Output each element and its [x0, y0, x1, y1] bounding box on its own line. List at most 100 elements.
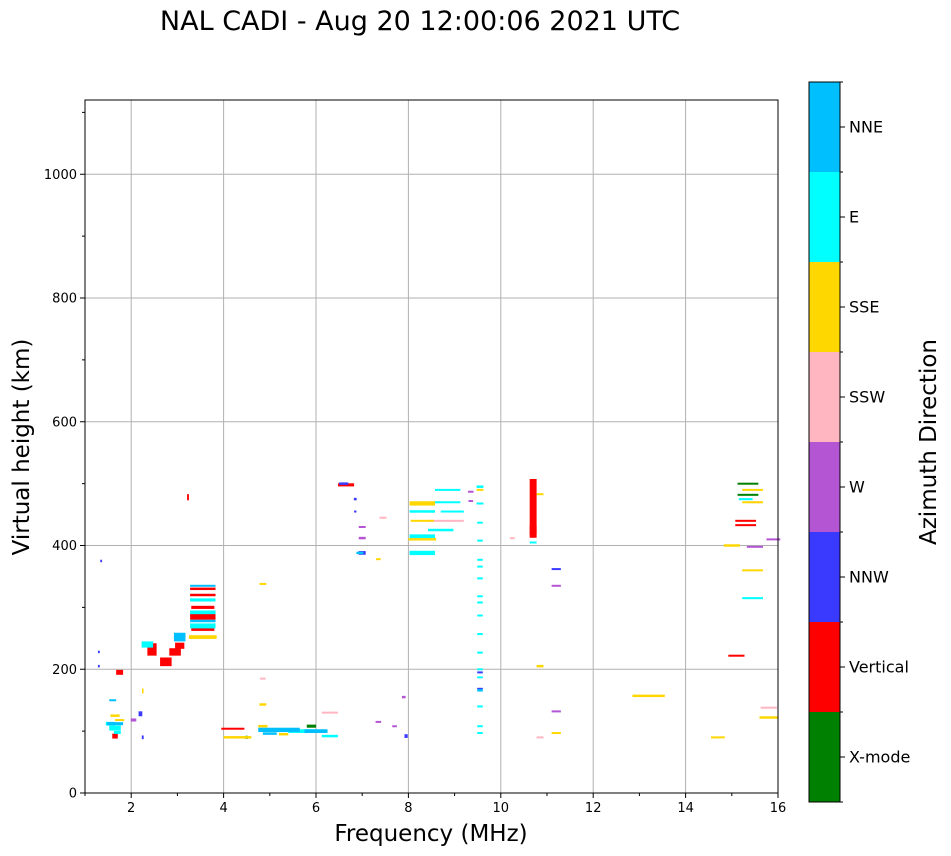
- x-axis-label: Frequency (MHz): [334, 821, 527, 847]
- data-point: [304, 729, 328, 733]
- data-point: [321, 734, 338, 738]
- data-point: [477, 601, 483, 604]
- data-point: [551, 732, 561, 735]
- colorbar-tick-label: NNE: [849, 118, 883, 137]
- data-point: [112, 733, 118, 739]
- data-point: [191, 627, 215, 631]
- x-tick-label: 6: [312, 801, 320, 816]
- colorbar-tick-label: W: [849, 478, 865, 497]
- data-point: [529, 525, 537, 535]
- data-point: [746, 545, 763, 548]
- data-point: [477, 676, 483, 679]
- data-point: [113, 730, 121, 734]
- colorbar-tick-label: Vertical: [849, 658, 909, 677]
- y-axis-ticks: 0 200 400 600 800 1000: [44, 111, 85, 802]
- colorbar-segment: [809, 262, 840, 352]
- data-point: [742, 501, 763, 504]
- data-point: [440, 510, 464, 513]
- colorbar-label: Azimuth Direction: [916, 339, 942, 545]
- data-point: [742, 597, 763, 600]
- data-point: [169, 648, 181, 656]
- data-point: [258, 724, 268, 728]
- data-point: [477, 558, 483, 561]
- x-tick-label: 12: [585, 801, 602, 816]
- data-point: [141, 735, 144, 740]
- data-point: [353, 497, 357, 501]
- data-point: [529, 541, 537, 544]
- data-point: [109, 699, 117, 702]
- series-nne: [106, 551, 483, 735]
- data-point: [97, 650, 100, 654]
- data-point: [428, 528, 454, 532]
- x-tick-label: 4: [219, 801, 227, 816]
- data-point: [477, 671, 483, 674]
- colorbar-frame: [808, 81, 841, 803]
- series-sse: [110, 488, 778, 739]
- colorbar-tick-label: SSW: [849, 388, 885, 407]
- data-point: [738, 498, 753, 501]
- data-point: [551, 710, 561, 713]
- series-w: [130, 490, 781, 728]
- data-point: [409, 501, 435, 506]
- data-point: [262, 732, 277, 735]
- data-point: [477, 521, 483, 524]
- data-point: [100, 559, 103, 563]
- colorbar-tick-label: E: [849, 208, 859, 227]
- data-point: [477, 732, 483, 735]
- data-point: [477, 668, 483, 671]
- data-point: [190, 613, 216, 620]
- data-point: [536, 736, 544, 739]
- colorbar-segment: [809, 622, 840, 712]
- data-point: [191, 605, 215, 609]
- data-point: [259, 703, 267, 706]
- data-point: [160, 657, 172, 667]
- data-point: [190, 587, 216, 591]
- data-point: [354, 510, 357, 513]
- data-point: [477, 651, 483, 654]
- data-point: [288, 729, 316, 733]
- y-tick-label: 400: [52, 539, 77, 554]
- data-point: [379, 516, 387, 519]
- data-point: [175, 642, 185, 649]
- data-point: [259, 582, 267, 585]
- data-point: [477, 705, 483, 708]
- data-marks: [97, 478, 781, 740]
- data-point: [408, 538, 437, 541]
- data-point: [141, 641, 154, 648]
- data-point: [142, 688, 144, 694]
- data-point: [221, 727, 245, 730]
- data-point: [759, 716, 778, 719]
- data-point: [187, 494, 189, 501]
- data-point: [115, 719, 125, 722]
- data-point: [477, 725, 483, 728]
- data-point: [110, 714, 120, 717]
- data-point: [279, 732, 289, 736]
- data-point: [190, 584, 216, 587]
- data-point: [737, 493, 759, 496]
- data-point: [375, 720, 382, 723]
- data-point: [409, 510, 435, 513]
- data-point: [477, 689, 483, 692]
- data-point: [760, 706, 777, 709]
- data-point: [356, 551, 364, 555]
- data-point: [106, 722, 124, 726]
- data-point: [223, 736, 252, 739]
- data-point: [409, 534, 435, 539]
- data-point: [632, 694, 665, 698]
- series-x-mode: [245, 482, 759, 739]
- data-point: [737, 482, 759, 485]
- plot-frame: [84, 99, 779, 794]
- data-point: [109, 725, 121, 731]
- data-point: [190, 610, 216, 615]
- x-tick-label: 8: [404, 801, 412, 816]
- y-axis-label: Virtual height (km): [9, 339, 35, 556]
- data-point: [190, 593, 216, 597]
- data-point: [468, 500, 474, 503]
- data-point: [429, 519, 453, 522]
- colorbar-tick-label: NNW: [849, 568, 889, 587]
- colorbar-segment: [809, 712, 840, 802]
- data-point: [723, 544, 740, 547]
- data-point: [410, 519, 434, 522]
- data-point: [339, 482, 349, 485]
